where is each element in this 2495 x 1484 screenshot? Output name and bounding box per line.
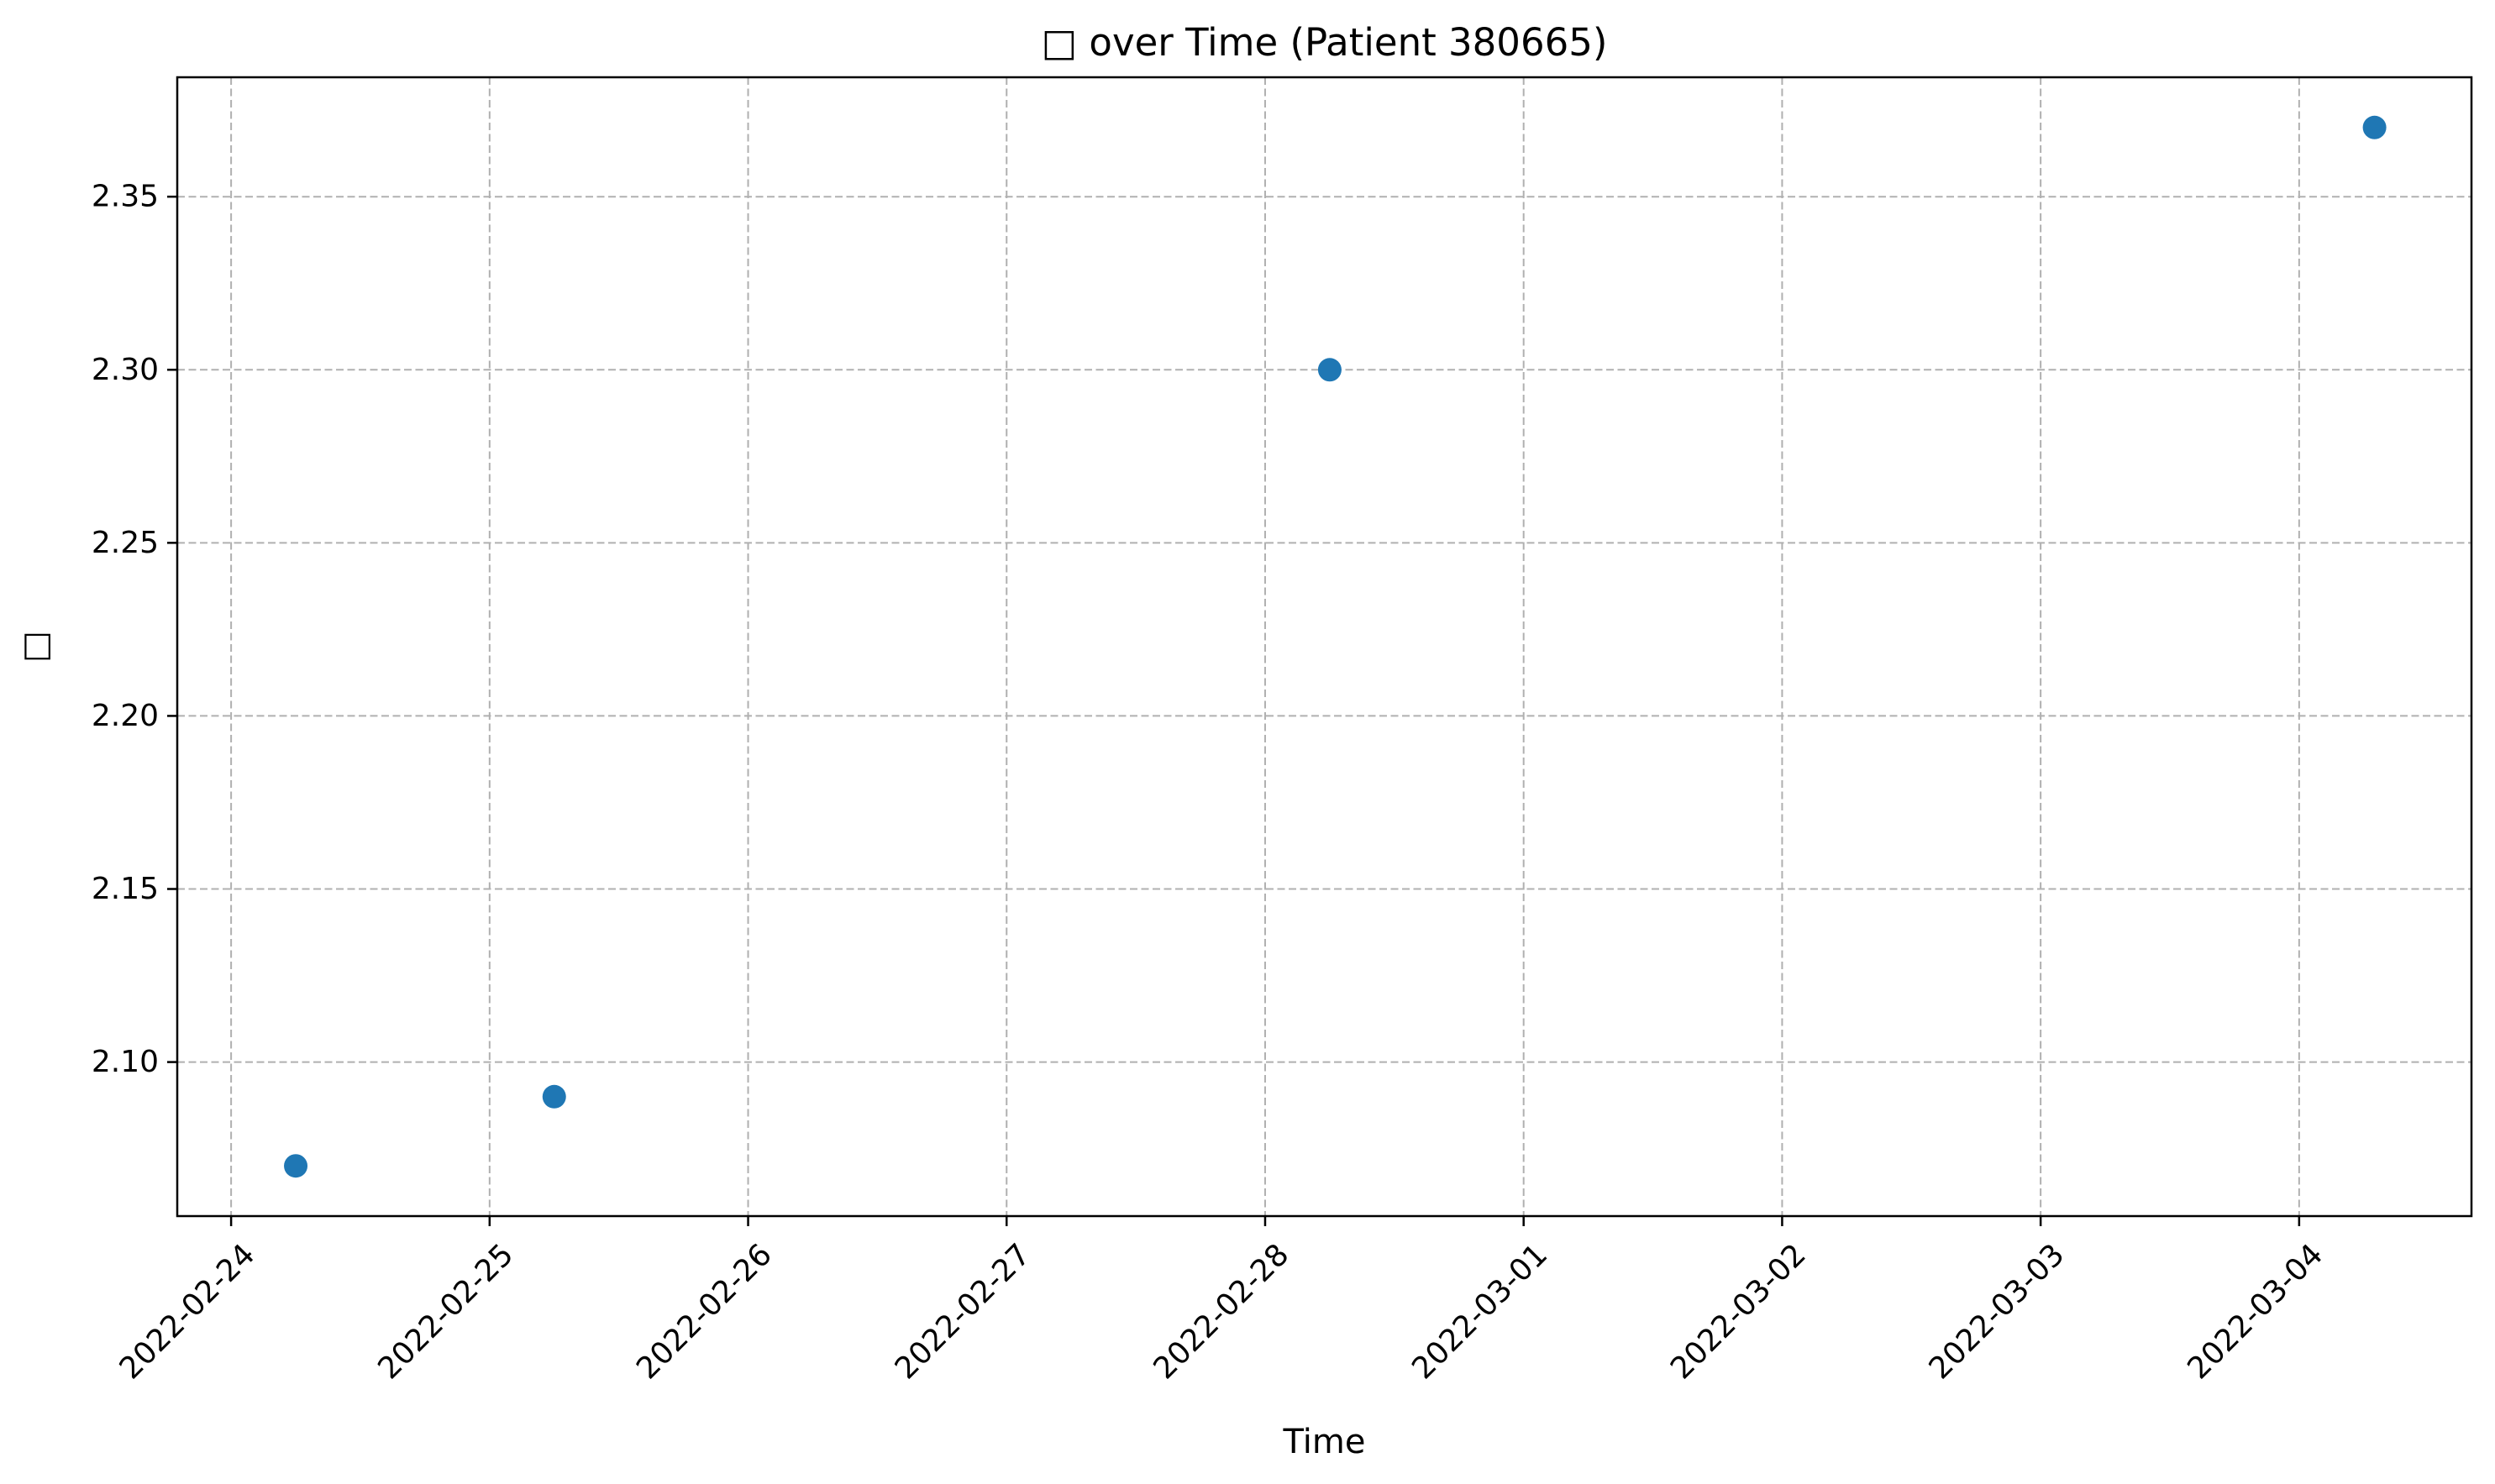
plot-frame: [176, 76, 2473, 1218]
y-axis-title: □: [16, 631, 55, 663]
data-point: [542, 1084, 566, 1109]
y-tick-label: 2.15: [92, 872, 159, 906]
y-tick-label: 2.10: [92, 1045, 159, 1079]
chart-title: □ over Time (Patient 380665): [1042, 20, 1608, 65]
data-point: [2362, 115, 2387, 139]
y-tick-label: 2.20: [92, 699, 159, 733]
y-tick-label: 2.35: [92, 180, 159, 214]
data-point: [1317, 358, 1342, 382]
y-tick-label: 2.30: [92, 353, 159, 387]
data-point: [284, 1154, 308, 1178]
y-tick-label: 2.25: [92, 526, 159, 560]
data-points: [284, 115, 2387, 1178]
x-axis-title: Time: [1283, 1423, 1366, 1461]
y-axis-ticks: 2.10 2.15 2.20 2.25 2.30 2.35: [92, 180, 177, 1079]
